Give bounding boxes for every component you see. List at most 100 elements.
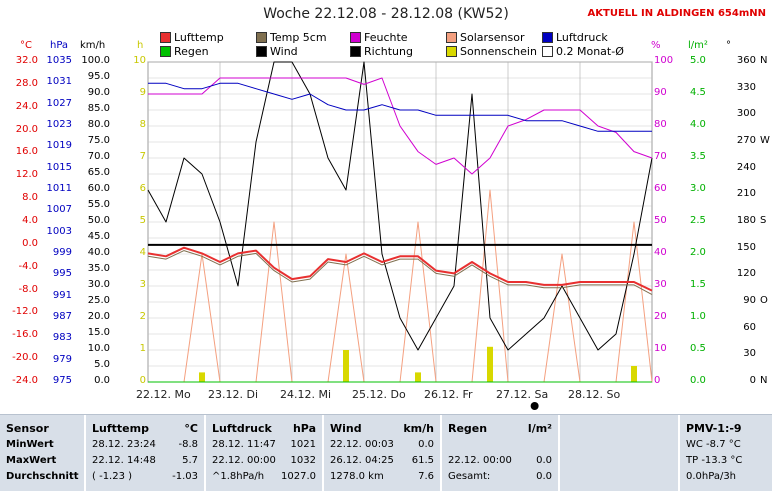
tick-rain: 0.5 — [690, 343, 706, 354]
series-lufttemp — [147, 246, 653, 292]
tick-wind: 45.0 — [87, 231, 110, 242]
tick-pressure: 1011 — [46, 183, 72, 194]
series-luftdruck — [148, 82, 652, 132]
tick-pressure: 1031 — [46, 76, 72, 88]
tick-dir-label: S — [760, 215, 767, 226]
tick-rain: 5.0 — [690, 55, 706, 66]
legend-item-wind[interactable]: Wind — [256, 45, 298, 58]
tick-pressure: 999 — [52, 247, 72, 258]
tick-temp: 4.0 — [22, 215, 38, 226]
tick-hours: 3 — [139, 279, 146, 290]
tick-hours: 1 — [139, 343, 146, 354]
tick-humidity: 90 — [654, 87, 667, 98]
bar-sonnenschein — [631, 366, 637, 382]
tick-wind: 80.0 — [87, 119, 110, 130]
legend-item-temp5cm[interactable]: Temp 5cm — [256, 31, 327, 44]
tick-dir-deg: 360 — [736, 55, 756, 66]
rain-unit: l/m² — [527, 422, 552, 435]
tick-dir-label: O — [760, 295, 768, 306]
tick-wind: 55.0 — [87, 199, 110, 210]
legend-item-monat-avg[interactable]: 0.2 Monat-Ø — [542, 45, 624, 58]
tick-wind: 90.0 — [87, 87, 110, 98]
bar-sonnenschein — [415, 372, 421, 382]
wind-header: Wind — [330, 422, 362, 435]
tick-dir-label: N — [760, 375, 768, 386]
tick-wind: 15.0 — [87, 327, 110, 338]
legend-item-luftdruck[interactable]: Luftdruck — [542, 31, 608, 44]
unit-rain: l/m² — [688, 40, 708, 51]
tick-pressure: 983 — [52, 332, 72, 344]
legend-item-sonnenschein[interactable]: Sonnenschein — [446, 45, 537, 58]
live-link[interactable]: AKTUELL IN ALDINGEN 654mNN — [587, 8, 766, 19]
tick-humidity: 60 — [654, 183, 667, 194]
pressure-min-value: 1021 — [290, 439, 316, 450]
tick-rain: 3.0 — [690, 183, 706, 194]
tick-humidity: 100 — [654, 55, 674, 66]
tick-rain: 1.0 — [690, 311, 706, 322]
series-wind — [147, 61, 653, 351]
wind-max-value: 61.5 — [411, 455, 434, 466]
tick-hours: 9 — [139, 87, 146, 98]
tick-humidity: 70 — [654, 151, 667, 162]
temp-min-time: 28.12. 23:24 — [92, 439, 156, 450]
row-min-label: MinWert — [6, 439, 54, 450]
tick-hours: 2 — [139, 311, 146, 322]
tick-rain: 2.5 — [690, 215, 706, 226]
tick-wind: 35.0 — [87, 263, 110, 274]
tick-temp: -20.0 — [12, 352, 38, 364]
tick-dir-deg: 240 — [736, 161, 756, 173]
tick-rain: 4.5 — [690, 87, 706, 98]
pressure-min-time: 28.12. 11:47 — [212, 439, 276, 450]
legend-item-feuchte[interactable]: Feuchte — [350, 31, 408, 44]
x-label: 23.12. Di — [208, 388, 259, 401]
col-pmv: PMV-1:-9 WC -8.7 °C TP -13.3 °C 0.0hPa/3… — [678, 415, 772, 491]
tick-pressure: 1019 — [46, 140, 72, 152]
tick-temp: 32.0 — [15, 55, 38, 66]
tick-wind: 30.0 — [87, 279, 110, 290]
x-label: 24.12. Mi — [280, 388, 332, 401]
pmv-dewpoint: TP -13.3 °C — [686, 455, 743, 466]
pressure-max-time: 22.12. 00:00 — [212, 455, 276, 466]
x-label: 27.12. Sa — [496, 388, 549, 401]
rain-max-time: 22.12. 00:00 — [448, 455, 512, 466]
unit-dir: ° — [726, 40, 731, 51]
tick-rain: 2.0 — [690, 247, 706, 258]
tick-temp: -8.0 — [18, 283, 38, 295]
tick-pressure: 1027 — [46, 97, 72, 109]
tick-dir-deg: 210 — [736, 188, 756, 200]
col-rain: Regen l/m² 22.12. 00:00 0.0 Gesamt: 0.0 — [442, 415, 560, 491]
unit-humidity: % — [651, 40, 661, 51]
tick-temp: 8.0 — [22, 192, 38, 204]
tick-rain: 4.0 — [690, 119, 706, 130]
tick-dir-deg: 30 — [743, 348, 756, 360]
legend-item-regen[interactable]: Regen — [160, 45, 209, 58]
tick-rain: 0.0 — [690, 375, 706, 386]
tick-temp: 20.0 — [15, 123, 38, 135]
x-label: 26.12. Fr — [424, 388, 473, 401]
tick-wind: 85.0 — [87, 103, 110, 114]
bar-sonnenschein — [199, 372, 205, 382]
stats-table: Sensor MinWert MaxWert Durchschnitt Luft… — [0, 414, 772, 491]
wind-unit: km/h — [403, 422, 434, 435]
tick-wind: 70.0 — [87, 151, 110, 162]
tick-dir-deg: 330 — [736, 81, 756, 93]
pressure-avg-value: 1027.0 — [281, 471, 316, 482]
tick-wind: 95.0 — [87, 71, 110, 82]
legend-item-solarsensor[interactable]: Solarsensor — [446, 31, 525, 44]
pmv-header: PMV-1:-9 — [686, 422, 742, 435]
legend-item-richtung[interactable]: Richtung — [350, 45, 413, 58]
tick-dir-deg: 150 — [736, 241, 756, 253]
tick-wind: 60.0 — [87, 183, 110, 194]
tick-hours: 6 — [139, 183, 146, 194]
tick-hours: 0 — [139, 375, 146, 386]
wind-distance: 1278.0 km — [330, 471, 384, 482]
temp-avg-value: -1.03 — [172, 471, 198, 482]
tick-wind: 0.0 — [94, 375, 110, 386]
legend: Lufttemp Temp 5cm Feuchte Solarsensor Lu… — [160, 31, 630, 61]
col-spacer — [560, 415, 676, 491]
tick-temp: -4.0 — [18, 260, 38, 272]
tick-humidity: 30 — [654, 279, 667, 290]
pmv-pressure-trend: 0.0hPa/3h — [686, 471, 737, 482]
pressure-max-value: 1032 — [290, 455, 316, 466]
legend-item-lufttemp[interactable]: Lufttemp — [160, 31, 224, 44]
